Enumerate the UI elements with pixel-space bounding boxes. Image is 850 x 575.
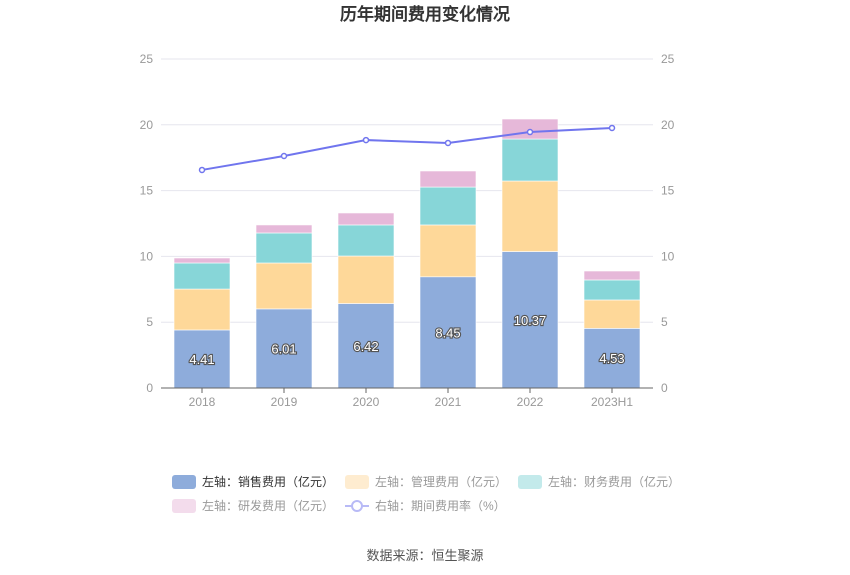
x-axis-tick-label: 2022	[517, 395, 544, 409]
bar-value-label: 6.42	[353, 339, 378, 354]
rate-point[interactable]	[362, 136, 370, 144]
right-axis-tick: 10	[661, 249, 675, 263]
bar-value-label: 10.37	[514, 313, 547, 328]
rate-point[interactable]	[526, 128, 534, 136]
bar-segment-0[interactable]	[173, 329, 231, 389]
bar-segment-1[interactable]	[337, 255, 395, 304]
legend-label: 右轴：期间费用率（%）	[375, 498, 506, 513]
bar-segment-3[interactable]	[255, 224, 313, 234]
bar-segment-3[interactable]	[583, 270, 641, 281]
legend-item-2[interactable]: 左轴：财务费用（亿元）	[518, 474, 680, 489]
bar-segment-1[interactable]	[255, 262, 313, 310]
bar-segment-3[interactable]	[419, 170, 477, 188]
bar-segment-3[interactable]	[173, 257, 231, 264]
x-axis-tick-label: 2020	[353, 395, 380, 409]
x-axis-tick-label: 2018	[189, 395, 216, 409]
legend-swatch	[345, 475, 369, 489]
right-axis-tick: 20	[661, 118, 675, 132]
left-axis-tick: 20	[140, 118, 154, 132]
rate-point[interactable]	[608, 124, 616, 132]
bar-segment-1[interactable]	[173, 288, 231, 331]
bar-value-label: 6.01	[271, 341, 296, 356]
legend-label: 左轴：管理费用（亿元）	[375, 474, 507, 489]
right-axis-tick: 25	[661, 52, 675, 66]
data-source: 数据来源：恒生聚源	[366, 548, 483, 563]
bar-segment-3[interactable]	[337, 212, 395, 226]
bar-value-label: 8.45	[435, 325, 460, 340]
rate-line	[201, 126, 613, 171]
x-axis-tick-label: 2021	[435, 395, 462, 409]
bar-value-label: 4.53	[599, 351, 624, 366]
left-axis-tick: 5	[146, 315, 153, 329]
chart-title: 历年期间费用变化情况	[340, 4, 510, 24]
x-axis-tick-label: 2019	[271, 395, 298, 409]
bar-segment-1[interactable]	[419, 224, 477, 278]
rate-point[interactable]	[198, 166, 206, 174]
bar-segment-2[interactable]	[173, 262, 231, 290]
legend-swatch	[518, 475, 542, 489]
bar-segment-2[interactable]	[501, 138, 559, 182]
bar-segment-1[interactable]	[501, 180, 559, 252]
legend-label: 左轴：销售费用（亿元）	[202, 474, 334, 489]
bar-segment-1[interactable]	[583, 299, 641, 329]
rate-point[interactable]	[280, 152, 288, 160]
legend-label: 左轴：财务费用（亿元）	[548, 474, 680, 489]
legend-swatch	[172, 475, 196, 489]
bar-segment-2[interactable]	[255, 232, 313, 264]
bar-segment-2[interactable]	[419, 186, 477, 226]
bar-segment-2[interactable]	[337, 224, 395, 257]
legend-circle-icon	[351, 500, 363, 512]
right-axis-tick: 15	[661, 184, 675, 198]
legend-swatch	[172, 499, 196, 513]
right-axis-tick: 0	[661, 381, 668, 395]
legend-item-1[interactable]: 左轴：管理费用（亿元）	[345, 474, 507, 489]
legend-label: 左轴：研发费用（亿元）	[202, 498, 334, 513]
legend-item-3[interactable]: 左轴：研发费用（亿元）	[172, 498, 334, 513]
left-axis-tick: 25	[140, 52, 154, 66]
left-axis-tick: 0	[146, 381, 153, 395]
rate-point[interactable]	[444, 139, 452, 147]
right-axis-tick: 5	[661, 315, 668, 329]
x-axis-tick-label: 2023H1	[591, 395, 633, 409]
left-axis-tick: 15	[140, 184, 154, 198]
left-axis-tick: 10	[140, 249, 154, 263]
bar-value-label: 4.41	[189, 352, 214, 367]
legend-item-4[interactable]: 右轴：期间费用率（%）	[345, 498, 506, 513]
legend-item-0[interactable]: 左轴：销售费用（亿元）	[172, 474, 334, 489]
bar-segment-2[interactable]	[583, 279, 641, 301]
